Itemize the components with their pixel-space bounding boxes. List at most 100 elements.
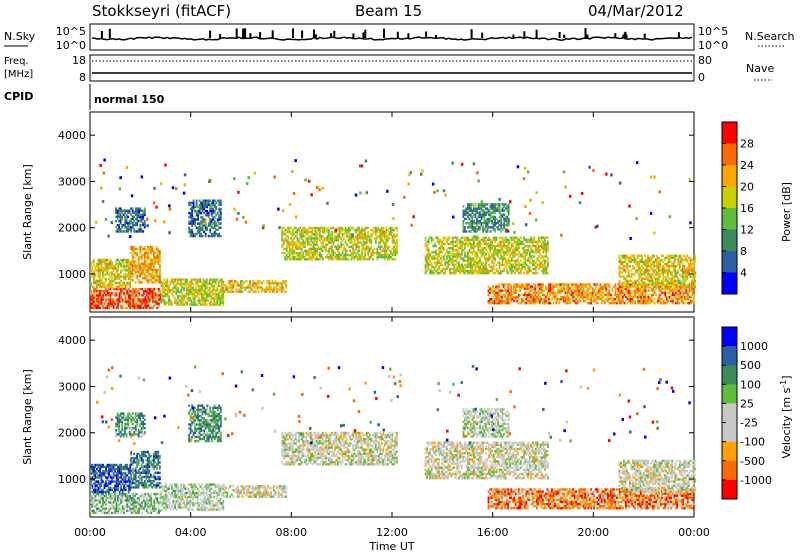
data-cell bbox=[177, 286, 179, 290]
data-cell bbox=[136, 264, 139, 267]
data-cell bbox=[310, 226, 312, 230]
data-cell bbox=[667, 295, 670, 299]
data-cell bbox=[638, 265, 640, 268]
data-cell bbox=[489, 255, 492, 258]
data-cell bbox=[474, 269, 477, 273]
data-cell bbox=[108, 260, 110, 264]
data-cell bbox=[519, 293, 522, 297]
data-cell bbox=[544, 259, 546, 262]
data-cell bbox=[121, 290, 124, 293]
data-cell bbox=[145, 300, 148, 303]
data-cell bbox=[192, 295, 195, 298]
sky-spike bbox=[512, 34, 515, 38]
data-cell bbox=[352, 256, 355, 259]
data-cell bbox=[662, 302, 665, 305]
data-cell bbox=[681, 258, 684, 262]
freq-label-1: Freq. bbox=[4, 56, 29, 67]
data-cell bbox=[691, 283, 693, 287]
data-cell bbox=[594, 297, 597, 301]
data-cell bbox=[471, 236, 474, 239]
data-cell bbox=[203, 218, 206, 221]
data-cell bbox=[530, 261, 533, 264]
data-cell bbox=[462, 205, 465, 208]
data-cell bbox=[187, 286, 190, 290]
data-cell bbox=[644, 262, 647, 266]
data-cell bbox=[432, 251, 435, 254]
data-cell bbox=[130, 228, 133, 231]
data-cell bbox=[645, 260, 648, 264]
data-cell bbox=[198, 278, 201, 281]
data-cell bbox=[105, 285, 107, 289]
data-cell bbox=[108, 265, 110, 268]
data-cell bbox=[445, 240, 448, 244]
data-cell bbox=[591, 300, 594, 303]
data-cell bbox=[198, 293, 201, 296]
data-cell bbox=[282, 226, 285, 230]
data-cell bbox=[259, 286, 262, 289]
data-cell bbox=[96, 265, 98, 268]
data-cell bbox=[454, 255, 457, 258]
data-cell bbox=[294, 258, 297, 261]
data-cell bbox=[385, 235, 388, 238]
data-cell bbox=[96, 281, 98, 285]
data-cell bbox=[361, 249, 364, 253]
data-cell bbox=[126, 292, 129, 295]
data-cell bbox=[516, 267, 519, 271]
data-cell bbox=[462, 265, 465, 269]
data-cell bbox=[623, 293, 626, 297]
data-cell bbox=[456, 244, 459, 248]
data-cell bbox=[127, 260, 130, 264]
nave-tick-top: 80 bbox=[698, 54, 712, 67]
data-cell bbox=[205, 299, 208, 302]
data-cell bbox=[120, 292, 123, 295]
data-cell bbox=[211, 297, 214, 300]
data-cell bbox=[109, 300, 112, 303]
data-cell bbox=[139, 224, 142, 227]
data-cell bbox=[448, 259, 451, 262]
data-cell bbox=[519, 302, 522, 305]
data-cell bbox=[647, 265, 650, 268]
data-cell bbox=[210, 226, 213, 229]
data-cell bbox=[109, 281, 112, 285]
data-cell bbox=[582, 295, 585, 299]
data-cell bbox=[127, 281, 130, 285]
data-cell bbox=[212, 234, 215, 238]
data-cell bbox=[637, 297, 639, 301]
data-cell bbox=[370, 241, 373, 244]
data-cell bbox=[284, 237, 287, 240]
data-cell bbox=[579, 300, 582, 303]
data-cell bbox=[542, 236, 545, 239]
data-cell bbox=[198, 286, 201, 290]
data-cell bbox=[181, 299, 184, 302]
data-cell bbox=[507, 300, 510, 303]
data-cell bbox=[572, 291, 575, 294]
data-cell bbox=[294, 247, 297, 250]
data-cell bbox=[313, 251, 315, 255]
sky-spike bbox=[259, 32, 262, 38]
data-cell bbox=[497, 244, 500, 248]
data-cell bbox=[213, 209, 216, 213]
data-cell bbox=[424, 242, 427, 246]
data-cell bbox=[468, 205, 471, 208]
data-cell bbox=[507, 247, 510, 250]
data-cell bbox=[638, 260, 640, 264]
data-cell bbox=[356, 237, 359, 240]
data-cell bbox=[94, 269, 97, 272]
data-cell bbox=[623, 267, 625, 270]
data-cell bbox=[672, 265, 675, 268]
data-cell bbox=[364, 231, 367, 234]
data-cell bbox=[542, 272, 545, 275]
data-cell bbox=[591, 287, 594, 290]
data-cell bbox=[487, 285, 490, 288]
data-cell bbox=[501, 236, 504, 239]
data-cell bbox=[467, 263, 469, 266]
data-cell bbox=[214, 288, 217, 292]
data-cell bbox=[498, 242, 501, 246]
data-cell bbox=[511, 287, 514, 290]
data-cell bbox=[498, 289, 501, 292]
data-cell bbox=[352, 249, 355, 253]
data-cell bbox=[498, 261, 501, 264]
data-cell bbox=[320, 245, 323, 248]
data-cell bbox=[625, 287, 627, 290]
data-cell bbox=[531, 238, 534, 241]
